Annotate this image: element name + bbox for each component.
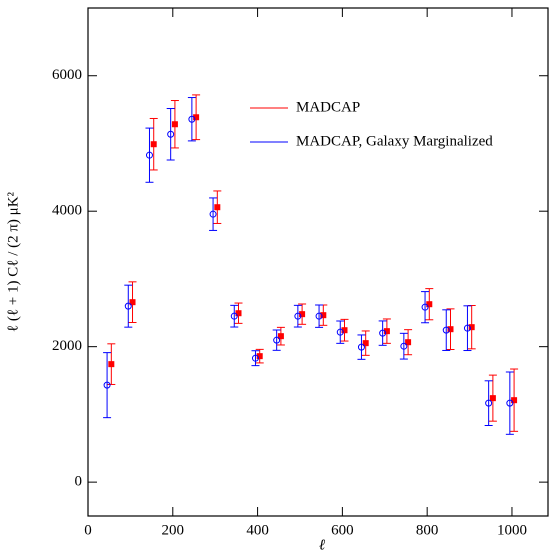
x-tick-label: 1000 [497,522,527,538]
point [442,326,450,334]
error-bar [378,320,387,346]
point [485,399,493,407]
point [150,141,157,148]
error-bar [230,304,239,328]
point [145,151,153,159]
error-bar [399,332,408,360]
point [383,328,390,335]
point [447,326,454,333]
point [341,327,348,334]
error-bar [209,197,218,231]
y-tick-label: 4000 [52,203,82,219]
error-bar [293,304,302,328]
point [357,343,365,351]
x-tick-label: 800 [416,522,439,538]
point [256,353,263,360]
x-tick-label: 600 [331,522,354,538]
error-bar [315,304,324,328]
y-axis-label: ℓ (ℓ + 1) Cℓ / (2 π) μK² [5,191,21,332]
point [379,329,387,337]
point [188,115,196,123]
point [362,340,369,347]
y-tick-label: 6000 [52,67,82,83]
point [421,303,429,311]
point [108,361,115,368]
point [426,301,433,308]
error-bar [505,371,514,435]
point [193,114,200,121]
error-bar [145,127,154,183]
point [299,311,306,318]
x-tick-label: 0 [84,522,92,538]
error-bar [103,352,112,419]
point [251,354,259,362]
point [277,333,284,340]
x-axis-label: ℓ [319,537,325,553]
y-tick-label: 2000 [52,338,82,354]
point [336,328,344,336]
error-bar [463,305,472,352]
x-tick-label: 400 [246,522,269,538]
error-bar [187,97,196,142]
point [273,336,281,344]
error-bar [484,380,493,427]
point [506,399,514,407]
point [400,342,408,350]
error-bar [336,320,345,344]
error-bar [166,108,175,161]
point [129,299,136,306]
point [489,395,496,402]
legend-label: MADCAP, Galaxy Marginalized [296,133,493,149]
legend-label: MADCAP [296,99,360,115]
point [315,312,323,320]
point [511,397,518,404]
error-bar [251,350,260,367]
point [209,210,217,218]
error-bar [272,329,281,351]
error-bar [357,334,366,360]
point [214,204,221,211]
point [167,130,175,138]
point [320,312,327,319]
point [230,312,238,320]
point [468,324,475,331]
point [405,339,412,346]
error-bar [442,309,451,351]
error-bar [124,284,133,328]
point [124,302,132,310]
y-tick-label: 0 [75,474,83,490]
point [171,121,178,128]
point [235,310,242,317]
point [103,381,111,389]
error-bar [421,291,430,324]
point [463,324,471,332]
plot-frame [87,7,549,517]
x-tick-label: 200 [162,522,185,538]
point [294,312,302,320]
